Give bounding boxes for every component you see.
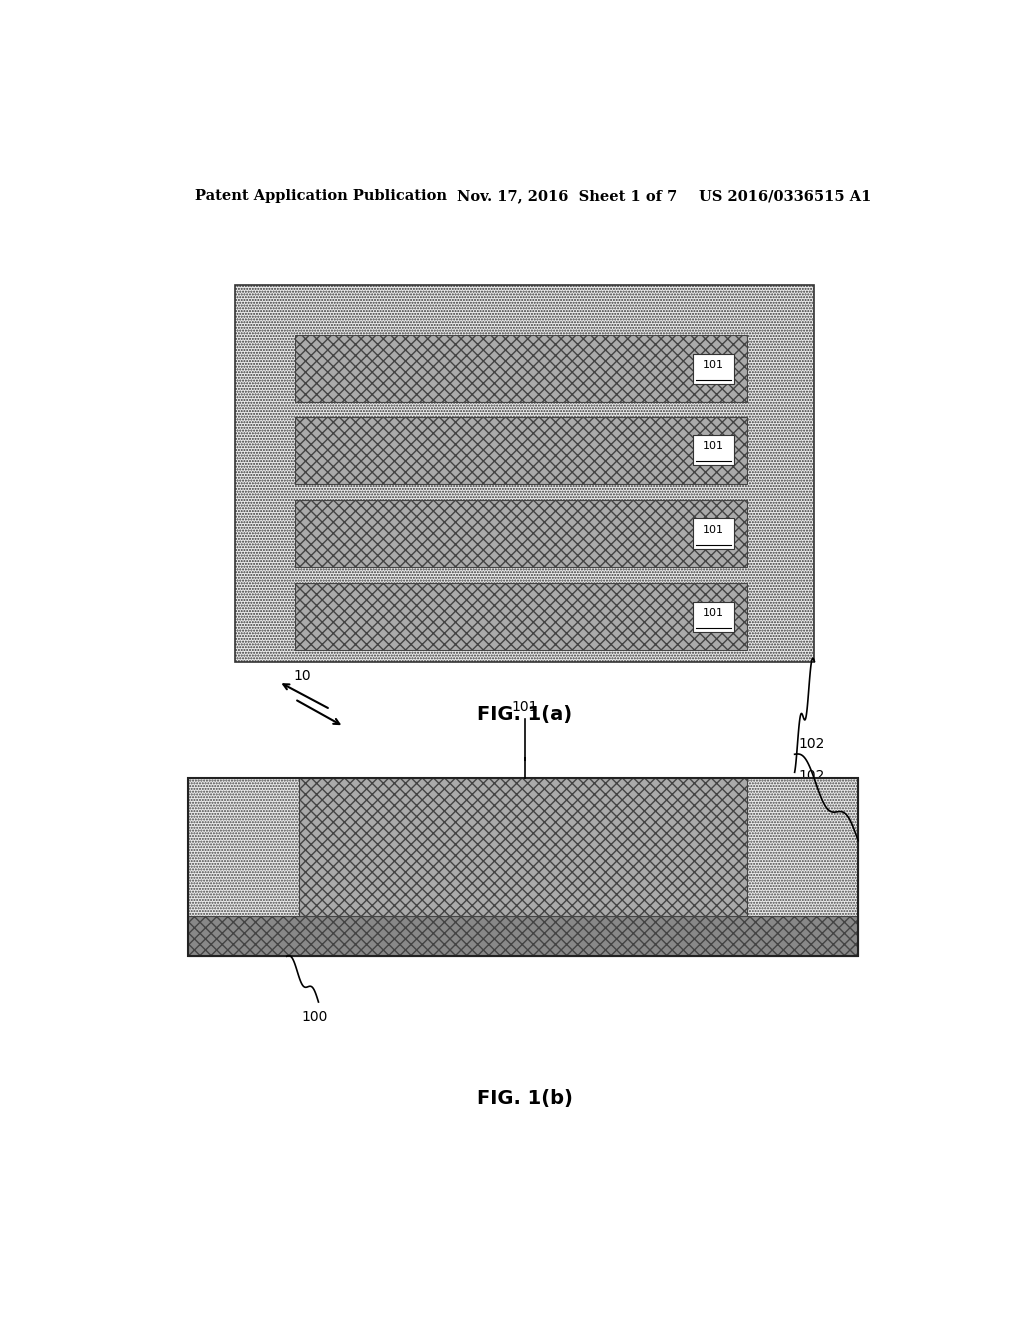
Bar <box>187 779 299 916</box>
Text: 101: 101 <box>703 360 724 370</box>
Bar <box>693 519 734 549</box>
Text: 102: 102 <box>799 737 825 751</box>
Bar <box>295 335 748 403</box>
Text: 101: 101 <box>703 525 724 535</box>
Text: 101: 101 <box>703 441 724 451</box>
Text: Patent Application Publication: Patent Application Publication <box>196 189 447 203</box>
Bar <box>693 602 734 632</box>
Bar <box>236 285 814 661</box>
Bar <box>187 916 858 956</box>
Text: Nov. 17, 2016  Sheet 1 of 7: Nov. 17, 2016 Sheet 1 of 7 <box>458 189 678 203</box>
Text: 101: 101 <box>512 700 538 714</box>
Bar <box>187 779 858 956</box>
Text: FIG. 1(a): FIG. 1(a) <box>477 705 572 723</box>
Bar <box>295 500 748 568</box>
Text: US 2016/0336515 A1: US 2016/0336515 A1 <box>699 189 871 203</box>
Text: 100: 100 <box>301 1010 328 1024</box>
Text: 10: 10 <box>294 669 311 682</box>
Bar <box>693 354 734 384</box>
Bar <box>295 583 748 651</box>
Bar <box>746 779 858 916</box>
Bar <box>295 417 748 483</box>
Text: 101: 101 <box>703 609 724 618</box>
Bar <box>693 434 734 466</box>
Bar <box>299 779 748 916</box>
Text: FIG. 1(b): FIG. 1(b) <box>477 1089 572 1107</box>
Text: 102: 102 <box>799 770 825 783</box>
